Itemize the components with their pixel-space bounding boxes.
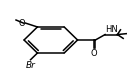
Text: O: O [18, 19, 25, 28]
Text: O: O [91, 49, 98, 58]
Text: Br: Br [26, 60, 36, 70]
Text: HN: HN [105, 25, 118, 34]
